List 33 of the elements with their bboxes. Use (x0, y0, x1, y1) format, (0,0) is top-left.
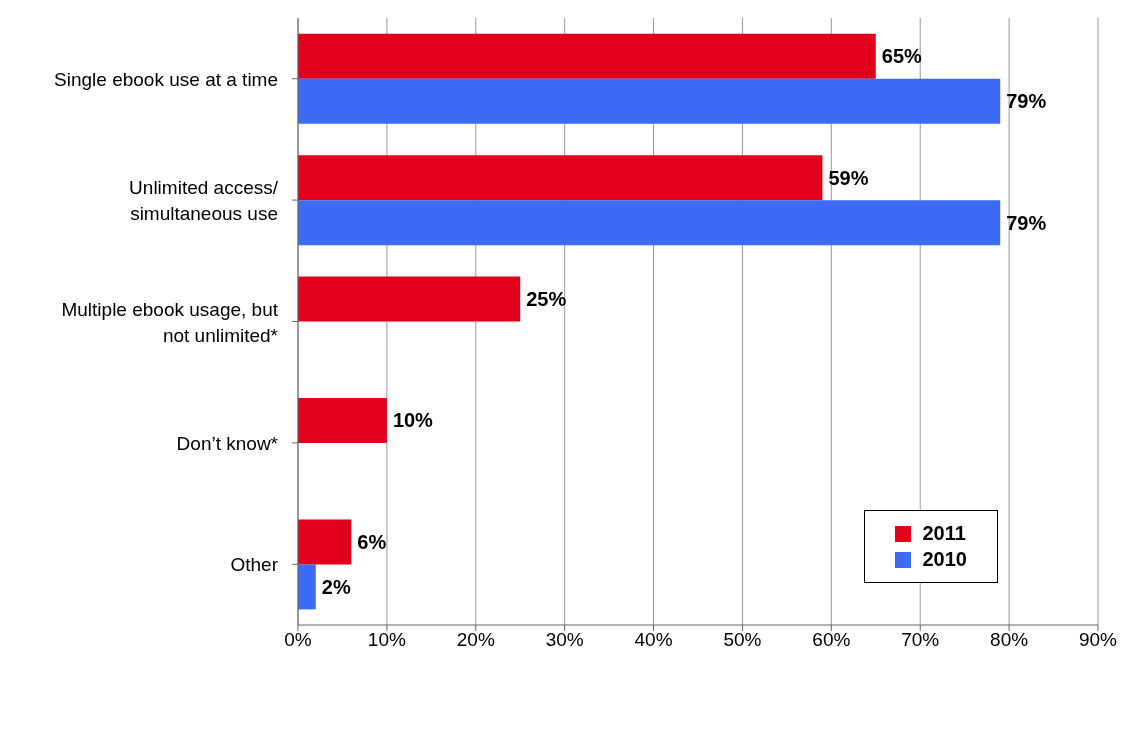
bar (298, 276, 521, 322)
legend-label: 2010 (921, 548, 967, 571)
y-tick-label: Other (230, 554, 279, 576)
y-tick-label: Single ebook use at a time (54, 68, 278, 90)
bar (298, 33, 876, 79)
x-tick-label: 50% (723, 629, 762, 651)
x-tick-label: 30% (545, 629, 584, 651)
data-label: 79% (1006, 90, 1047, 113)
x-tick-label: 10% (367, 629, 407, 651)
x-tick-label: 20% (456, 629, 495, 651)
data-label: 59% (828, 166, 869, 189)
y-tick-label: Multiple ebook usage, but not unlimited* (61, 298, 279, 346)
y-tick-label: Don’t know* (176, 432, 279, 454)
data-label: 10% (392, 409, 434, 432)
x-tick-label: 70% (901, 629, 940, 651)
x-tick-label: 90% (1078, 629, 1118, 651)
bar (298, 519, 352, 565)
x-tick-label: 60% (812, 629, 851, 651)
data-label: 25% (526, 288, 567, 311)
data-label: 79% (1006, 211, 1047, 234)
bar (298, 78, 1001, 124)
data-label: 6% (357, 530, 387, 553)
legend-label: 2011 (921, 522, 967, 545)
bar (298, 155, 823, 201)
data-label: 2% (321, 575, 351, 598)
x-tick-label: 40% (634, 629, 673, 651)
y-tick-label: Unlimited access/ simultaneous use (129, 177, 279, 225)
bar (298, 397, 387, 443)
data-label: 65% (881, 45, 923, 68)
bar (298, 564, 316, 610)
bar (298, 200, 1001, 246)
x-tick-label: 80% (990, 629, 1029, 651)
x-tick-label: 0% (284, 629, 312, 651)
